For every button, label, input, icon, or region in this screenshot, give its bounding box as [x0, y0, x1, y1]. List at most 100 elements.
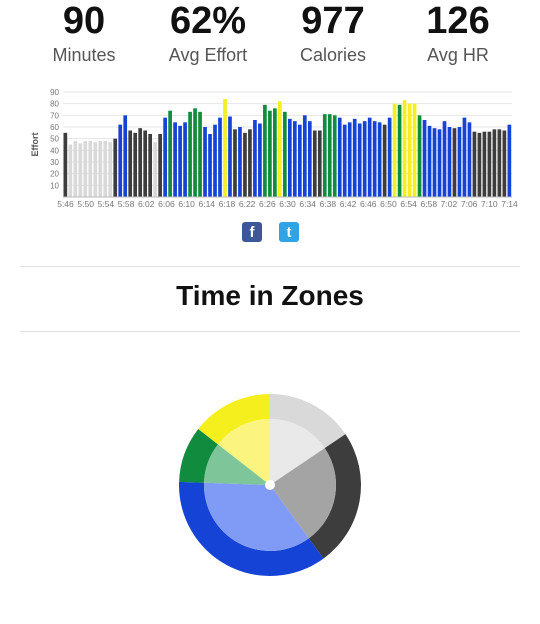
effort-bar	[302, 115, 307, 197]
effort-bar	[362, 121, 367, 197]
x-tick-label: 6:34	[299, 199, 316, 209]
effort-bar	[467, 122, 472, 197]
effort-bar	[392, 103, 397, 197]
effort-bar	[218, 117, 222, 197]
x-tick-label: 7:14	[501, 199, 518, 209]
x-tick-label: 7:02	[441, 199, 458, 209]
x-tick-label: 5:54	[98, 199, 115, 209]
effort-bar	[223, 99, 227, 197]
effort-bar	[213, 124, 217, 197]
effort-bar	[143, 130, 148, 197]
x-tick-label: 5:50	[77, 199, 94, 209]
effort-bar	[407, 103, 412, 197]
stat-label: Calories	[299, 45, 367, 65]
zone-ring-slice	[179, 428, 218, 483]
x-tick-label: 6:14	[198, 199, 215, 209]
effort-bar	[108, 142, 113, 197]
effort-bar	[233, 129, 237, 197]
stat-value: 62%	[169, 0, 247, 42]
effort-bar	[457, 127, 462, 197]
effort-bar	[198, 111, 202, 197]
y-tick-label: 50	[50, 135, 59, 144]
effort-bar	[417, 115, 422, 197]
y-tick-label: 60	[50, 123, 59, 132]
effort-bar	[228, 116, 232, 197]
effort-bar	[73, 141, 78, 197]
zone-inner-slice	[217, 419, 270, 485]
effort-bar	[482, 131, 487, 197]
effort-bar	[153, 142, 157, 197]
y-axis-label: Effort	[30, 133, 40, 157]
effort-bar	[437, 129, 442, 197]
effort-bar	[173, 122, 177, 197]
effort-bar	[238, 127, 242, 197]
zones-donut-chart	[179, 394, 361, 576]
effort-bar	[422, 120, 427, 197]
effort-bar	[412, 103, 417, 197]
x-tick-label: 6:30	[279, 199, 296, 209]
effort-bar	[357, 123, 362, 197]
effort-bar	[447, 127, 452, 197]
stat-value: 126	[426, 0, 490, 42]
y-tick-label: 70	[50, 111, 59, 120]
x-tick-label: 6:22	[239, 199, 256, 209]
effort-bar	[492, 129, 497, 197]
effort-bar	[163, 117, 167, 197]
effort-bar	[307, 121, 312, 197]
y-tick-label: 20	[50, 170, 59, 179]
x-tick-label: 6:18	[219, 199, 236, 209]
y-tick-label: 80	[50, 100, 59, 109]
effort-bar	[193, 108, 197, 197]
effort-bar	[133, 132, 138, 197]
x-tick-label: 6:58	[421, 199, 438, 209]
y-tick-label: 40	[50, 146, 59, 155]
effort-bar	[432, 128, 437, 197]
effort-bar	[268, 110, 272, 197]
zone-inner-slice	[204, 482, 309, 551]
effort-bar	[188, 111, 192, 197]
effort-bar	[158, 134, 162, 197]
y-tick-label: 10	[50, 181, 59, 190]
effort-bar	[462, 117, 467, 197]
effort-bar	[103, 141, 108, 197]
stat-value: 90	[62, 0, 106, 42]
y-tick-label: 30	[50, 158, 59, 167]
x-tick-label: 6:38	[320, 199, 337, 209]
effort-bar	[288, 118, 292, 197]
effort-bar	[297, 124, 302, 197]
x-tick-label: 7:06	[461, 199, 478, 209]
effort-bar	[292, 121, 297, 197]
effort-bar	[183, 122, 187, 197]
effort-bar	[372, 121, 377, 197]
stat-label: Avg HR	[427, 45, 489, 65]
effort-bar	[507, 124, 512, 197]
effort-bar	[68, 144, 73, 197]
effort-bar	[352, 118, 357, 197]
effort-bar	[128, 130, 133, 197]
effort-bar	[88, 141, 93, 197]
effort-bar	[347, 122, 352, 197]
effort-bar	[113, 138, 118, 197]
y-tick-label: 90	[50, 88, 59, 97]
twitter-share-button[interactable]: t	[279, 222, 299, 242]
stat-minutes: 90 Minutes	[19, 0, 149, 66]
effort-bar	[168, 110, 172, 197]
divider	[20, 266, 520, 267]
effort-bar	[278, 101, 282, 197]
zone-inner-slice	[204, 444, 270, 485]
effort-bar	[283, 111, 287, 197]
effort-bar	[98, 141, 103, 197]
effort-bar	[203, 127, 207, 197]
facebook-share-button[interactable]: f	[242, 222, 262, 242]
effort-bar	[317, 130, 322, 197]
x-tick-label: 6:50	[380, 199, 397, 209]
effort-bar	[243, 132, 247, 197]
effort-bar	[263, 104, 267, 197]
stats-row: 90 Minutes 62% Avg Effort 977 Calories 1…	[0, 0, 540, 80]
zones-title: Time in Zones	[176, 280, 364, 311]
effort-bar	[148, 134, 152, 197]
divider	[20, 331, 520, 332]
effort-bar	[367, 117, 372, 197]
effort-bar	[402, 100, 407, 197]
effort-bar	[382, 124, 387, 197]
